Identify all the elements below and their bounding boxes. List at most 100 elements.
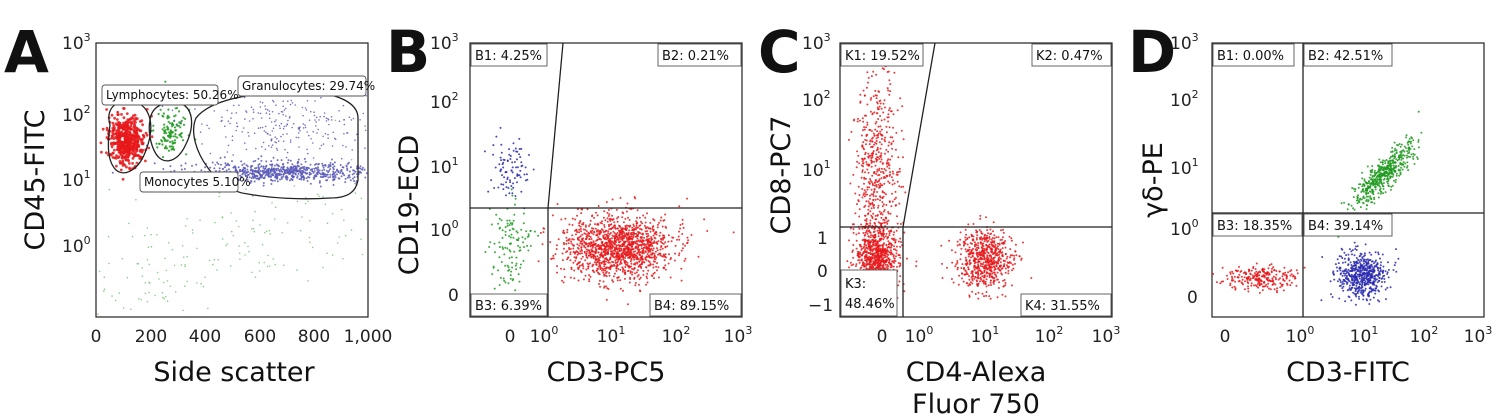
data-point xyxy=(615,234,618,237)
data-point xyxy=(222,238,224,240)
data-point xyxy=(277,167,279,170)
data-point xyxy=(121,177,125,181)
data-point xyxy=(162,136,165,139)
data-point xyxy=(493,287,496,290)
data-point xyxy=(504,230,507,233)
data-point xyxy=(667,234,670,237)
data-point xyxy=(332,131,335,134)
data-point xyxy=(589,231,592,233)
data-point xyxy=(268,110,271,112)
data-point xyxy=(509,236,512,239)
data-point xyxy=(334,119,337,122)
data-point xyxy=(286,133,288,135)
data-point xyxy=(289,115,291,118)
data-point xyxy=(503,176,506,179)
data-point xyxy=(632,251,635,253)
data-point xyxy=(131,162,135,165)
data-point xyxy=(97,313,99,316)
data-point xyxy=(169,129,172,132)
data-point xyxy=(166,300,169,303)
data-point xyxy=(333,165,336,168)
data-point xyxy=(247,245,249,248)
data-point xyxy=(572,261,575,264)
data-point xyxy=(886,222,889,225)
data-point xyxy=(646,230,649,233)
data-point xyxy=(891,200,894,203)
data-point xyxy=(113,116,116,120)
data-point xyxy=(638,253,641,256)
data-point xyxy=(108,188,111,191)
data-point xyxy=(609,256,612,259)
data-point xyxy=(292,176,295,179)
data-point xyxy=(892,254,895,257)
data-point xyxy=(213,258,216,261)
data-point xyxy=(519,263,522,266)
data-point xyxy=(847,138,850,141)
data-point xyxy=(595,211,597,214)
data-point xyxy=(583,244,585,247)
data-point xyxy=(149,282,151,284)
data-point xyxy=(613,240,616,243)
data-point xyxy=(865,254,867,256)
data-point xyxy=(204,276,206,279)
data-point xyxy=(348,176,351,179)
data-point xyxy=(556,203,559,206)
data-point xyxy=(141,275,144,278)
data-point xyxy=(289,159,292,162)
data-point xyxy=(872,257,875,260)
data-point xyxy=(206,124,208,127)
data-point xyxy=(869,266,872,269)
data-point xyxy=(876,158,879,161)
data-point xyxy=(878,229,881,232)
data-point xyxy=(878,141,881,144)
data-point xyxy=(898,170,901,173)
data-point xyxy=(651,252,653,255)
data-point xyxy=(568,223,571,226)
data-point xyxy=(864,231,867,234)
data-point xyxy=(306,131,309,133)
data-point xyxy=(654,250,657,253)
data-point xyxy=(874,164,877,167)
data-point xyxy=(886,263,889,266)
data-point xyxy=(296,175,299,178)
data-point xyxy=(978,229,981,231)
data-point xyxy=(245,188,247,190)
data-point xyxy=(318,119,320,121)
data-point xyxy=(171,125,174,128)
data-point xyxy=(859,93,862,96)
data-point xyxy=(954,265,957,268)
data-point xyxy=(122,150,126,154)
data-point xyxy=(306,172,309,175)
data-point xyxy=(627,238,630,241)
data-point xyxy=(869,197,871,200)
data-point xyxy=(573,269,576,272)
data-point xyxy=(144,159,147,163)
data-point xyxy=(238,245,240,247)
data-point xyxy=(569,259,572,262)
data-point xyxy=(184,264,186,266)
data-point xyxy=(243,167,246,170)
data-point xyxy=(569,253,572,256)
data-point xyxy=(598,273,601,276)
data-point xyxy=(571,234,574,237)
data-point xyxy=(244,118,246,120)
data-point xyxy=(529,229,532,232)
data-point xyxy=(247,173,250,176)
data-point xyxy=(622,221,625,224)
data-point xyxy=(504,264,507,267)
data-point xyxy=(271,99,274,102)
data-point xyxy=(318,169,321,172)
data-point xyxy=(124,123,128,127)
data-point xyxy=(632,235,635,238)
data-point xyxy=(276,159,279,162)
data-point xyxy=(971,282,974,285)
data-point xyxy=(615,238,618,241)
data-point xyxy=(325,117,328,119)
data-point xyxy=(502,158,505,161)
data-point xyxy=(342,172,345,175)
data-point xyxy=(605,245,608,248)
data-point xyxy=(164,145,167,148)
data-point xyxy=(138,120,142,123)
data-point xyxy=(339,172,342,174)
data-point xyxy=(1004,284,1007,287)
